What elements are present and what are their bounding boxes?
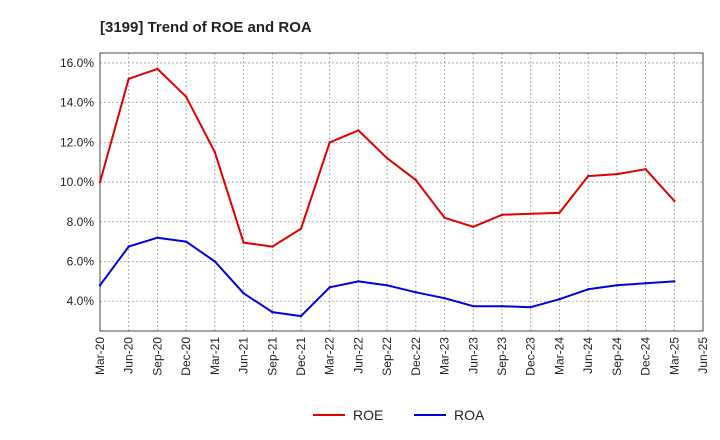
x-tick-label: Mar-22 — [323, 337, 337, 375]
data-point-roa — [500, 304, 504, 308]
data-point-roa — [529, 305, 532, 309]
data-point-roe — [558, 211, 561, 215]
y-tick-label: 4.0% — [67, 294, 95, 308]
x-tick-label: Jun-23 — [466, 337, 480, 374]
chart-title: [3199] Trend of ROE and ROA — [100, 19, 312, 36]
y-gridlines — [100, 62, 703, 302]
data-point-roe — [472, 225, 475, 228]
data-point-roa — [156, 236, 159, 239]
data-point-roa — [414, 291, 418, 294]
y-tick-label: 8.0% — [67, 215, 95, 229]
data-point-roe — [500, 213, 504, 217]
x-tick-label: Sep-21 — [265, 337, 279, 376]
y-axis-ticks: 4.0% 6.0% 8.0% 10.0% 12.0% 14.0% 16.0% — [60, 56, 94, 308]
x-tick-label: Mar-20 — [93, 337, 107, 375]
x-tick-label: Mar-23 — [438, 337, 452, 375]
data-point-roe — [184, 95, 188, 98]
data-point-roe — [673, 199, 676, 203]
x-tick-label: Dec-23 — [524, 337, 538, 376]
data-point-roa — [586, 288, 590, 291]
y-tick-label: 16.0% — [60, 56, 94, 70]
data-point-roa — [644, 282, 647, 285]
data-point-roe — [529, 212, 532, 216]
x-tick-label: Jun-24 — [581, 337, 595, 374]
data-point-roe — [357, 129, 360, 132]
y-tick-label: 10.0% — [60, 175, 94, 189]
data-point-roe — [414, 178, 418, 182]
data-point-roa — [242, 292, 245, 295]
data-point-roa — [443, 297, 446, 300]
x-tick-label: Mar-24 — [552, 337, 566, 375]
x-tick-label: Sep-22 — [380, 337, 394, 376]
data-point-roa — [98, 284, 102, 287]
y-tick-label: 12.0% — [60, 135, 94, 149]
data-point-roa — [127, 245, 130, 248]
x-tick-label: Dec-20 — [179, 337, 193, 376]
x-tick-label: Dec-24 — [639, 337, 653, 376]
data-point-roe — [98, 180, 102, 184]
x-tick-label: Mar-21 — [208, 337, 222, 375]
plot-border — [99, 52, 704, 332]
x-tick-label: Jun-22 — [351, 337, 365, 374]
data-point-roe — [586, 174, 590, 178]
x-tick-label: Sep-24 — [610, 337, 624, 376]
data-point-roa — [299, 314, 303, 318]
x-tick-label: Mar-25 — [667, 337, 681, 375]
data-point-roe — [644, 167, 647, 171]
data-point-roa — [357, 280, 360, 283]
x-tick-label: Dec-22 — [409, 337, 423, 376]
x-tick-label: Dec-21 — [294, 337, 308, 376]
x-axis-ticks: Mar-20 Jun-20 Sep-20 Dec-20 Mar-21 Jun-21 Sep-… — [93, 337, 710, 376]
data-point-roa — [328, 286, 331, 289]
data-point-roa — [271, 310, 274, 314]
data-point-roe — [385, 157, 389, 160]
legend-label-roa: ROA — [454, 407, 485, 423]
data-point-roe — [213, 151, 217, 154]
x-tick-label: Jun-25 — [696, 337, 710, 374]
data-point-roe — [271, 245, 274, 248]
data-point-roe — [127, 77, 130, 81]
data-point-roe — [242, 241, 245, 244]
x-tick-label: Sep-23 — [495, 337, 509, 376]
data-point-roa — [615, 284, 619, 287]
data-point-roa — [558, 298, 561, 301]
data-point-roa — [472, 304, 475, 308]
plot-area — [100, 53, 703, 331]
data-point-roa — [673, 280, 676, 283]
data-point-roa — [385, 284, 389, 287]
data-point-roe — [615, 172, 619, 176]
legend: ROE ROA — [313, 407, 485, 423]
data-point-roe — [443, 216, 446, 220]
data-point-roe — [156, 67, 159, 71]
series-layer — [98, 67, 676, 318]
x-tick-label: Sep-20 — [150, 337, 164, 376]
data-point-roe — [328, 141, 331, 144]
y-tick-label: 14.0% — [60, 96, 94, 110]
data-point-roa — [213, 260, 217, 263]
x-tick-label: Jun-21 — [237, 337, 251, 374]
data-point-roe — [299, 227, 303, 230]
data-point-roa — [184, 240, 188, 243]
y-tick-label: 6.0% — [67, 255, 95, 269]
legend-label-roe: ROE — [353, 407, 383, 423]
x-tick-label: Jun-20 — [122, 337, 136, 374]
